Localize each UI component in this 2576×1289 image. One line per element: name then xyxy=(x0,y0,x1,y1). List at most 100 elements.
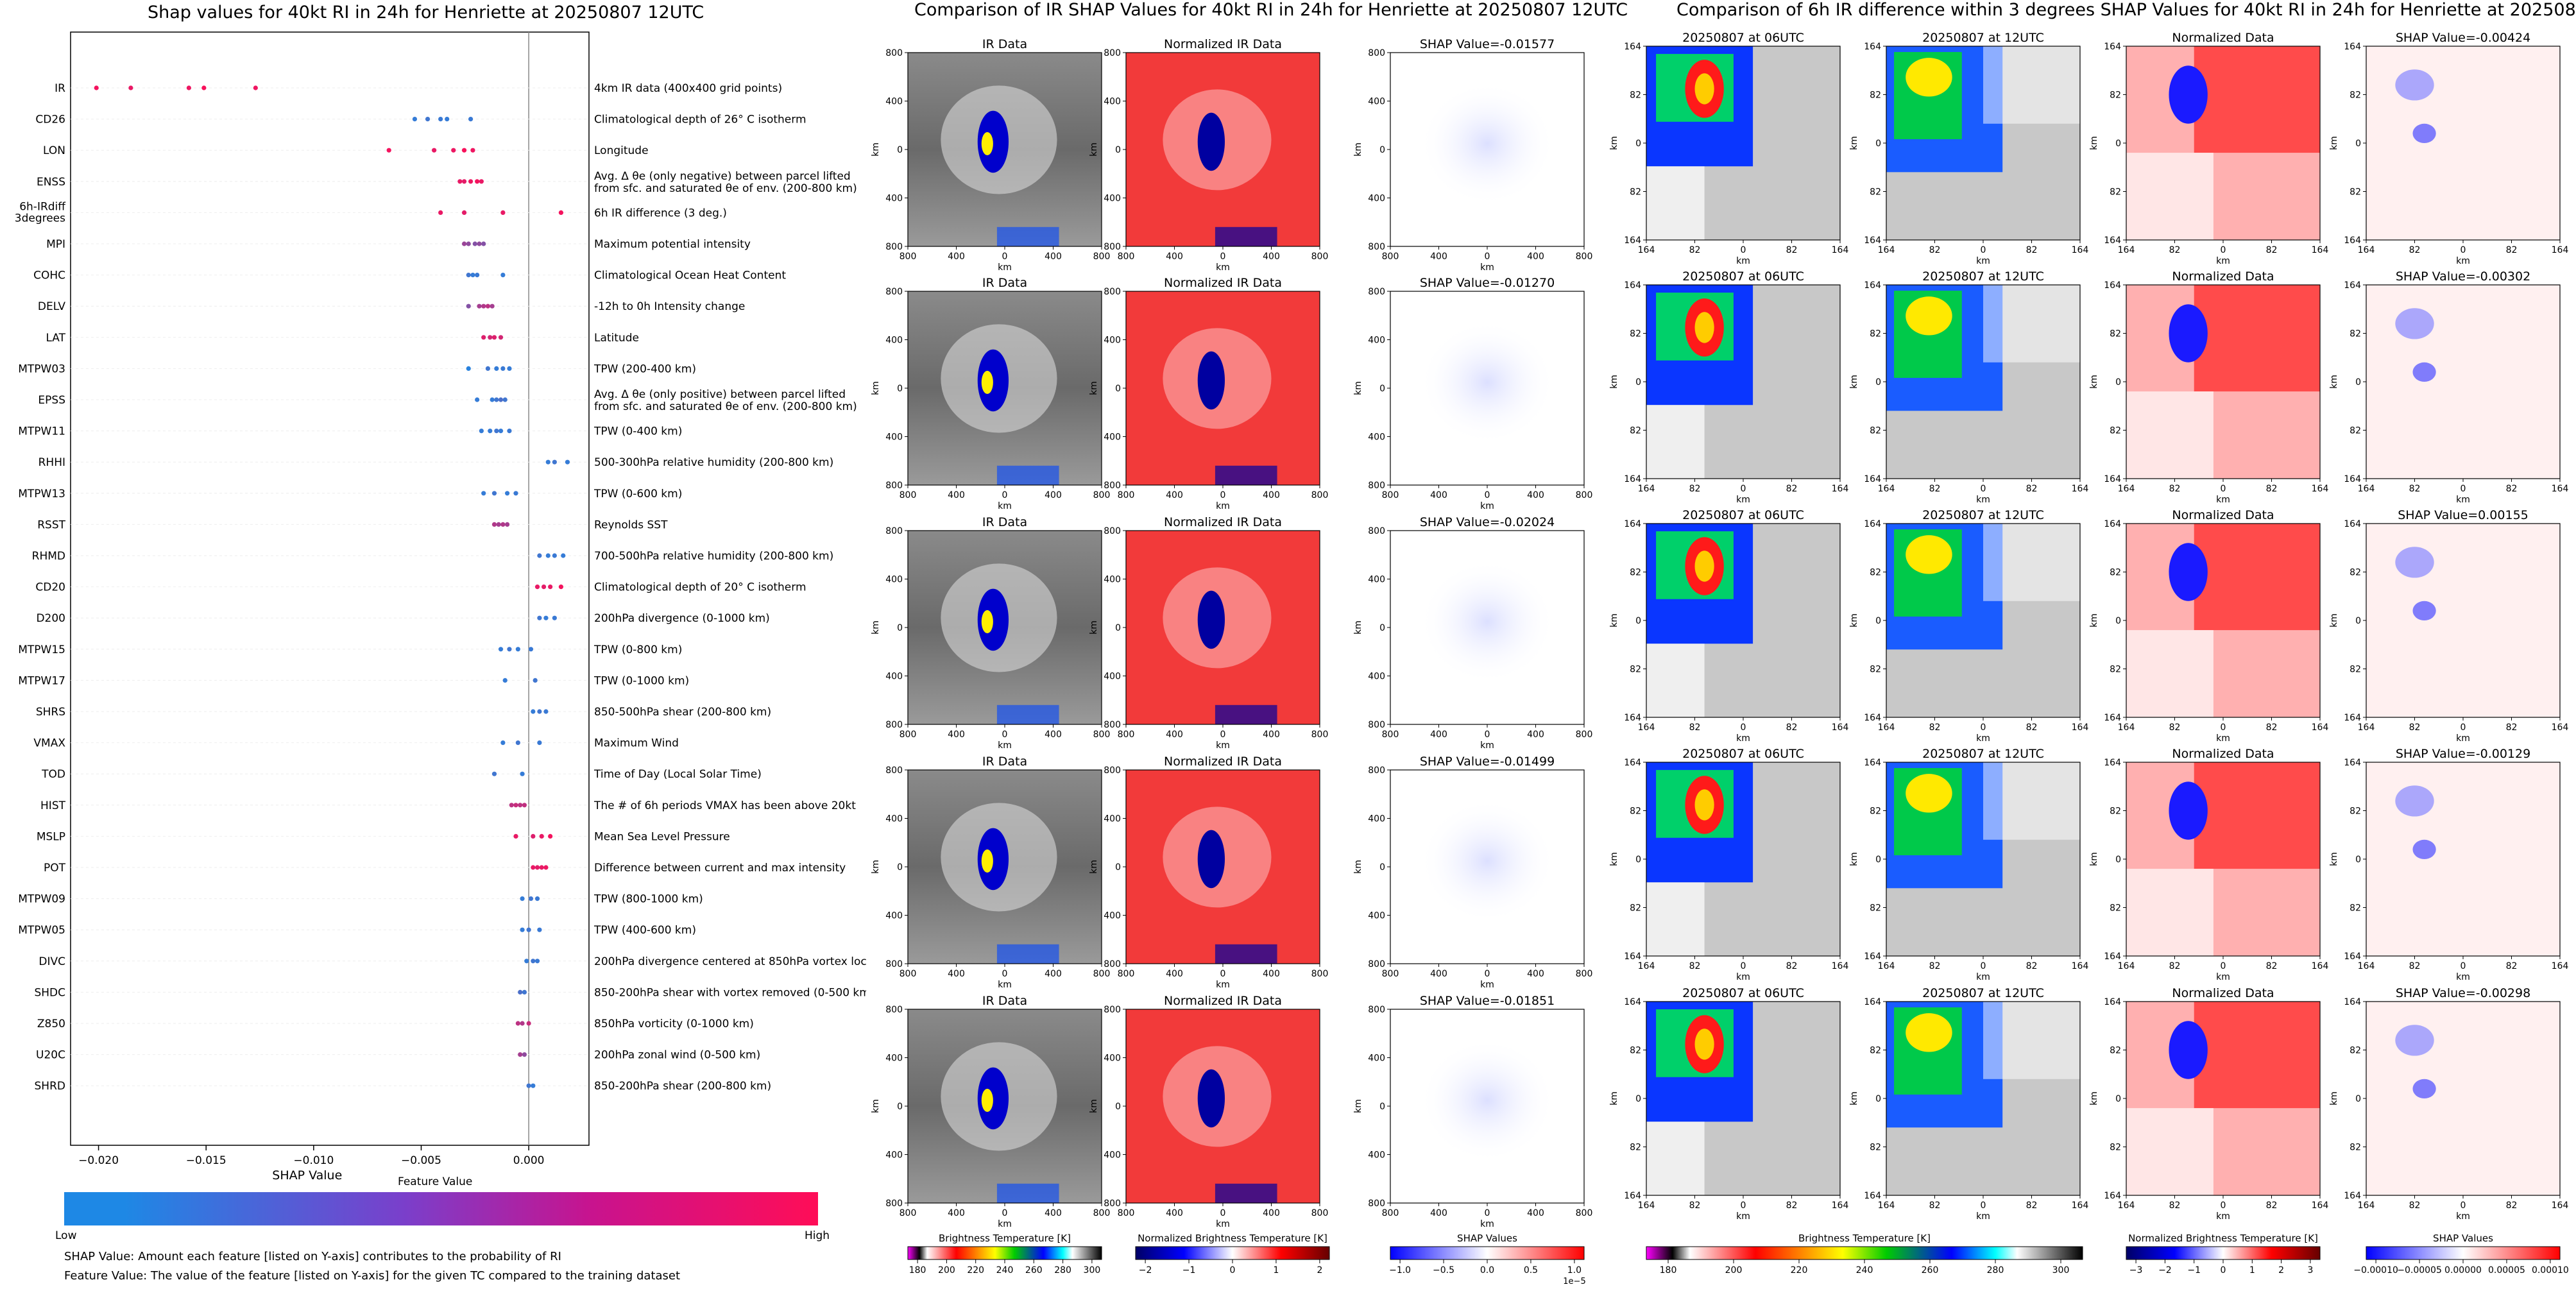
panel-x-tick-label: 800 xyxy=(900,730,917,740)
panel-x-tick-label: 82 xyxy=(2266,484,2278,494)
feature-label: IR xyxy=(55,82,65,95)
panel-y-axis-label: km xyxy=(2089,136,2099,150)
panel-x-tick-label: 400 xyxy=(948,252,965,262)
panel-x-tick-label: 0 xyxy=(2221,722,2226,733)
panel-y-axis-label: km xyxy=(2329,1091,2339,1105)
panel-title: SHAP Value=-0.01270 xyxy=(1420,276,1555,290)
panel-x-tick-label: 82 xyxy=(1929,961,1941,971)
panel-x-tick-label: 800 xyxy=(1576,1208,1593,1218)
panel-y-tick-label: 82 xyxy=(1630,665,1641,675)
shap-point xyxy=(425,117,431,122)
colorbar-tick-label: 180 xyxy=(1660,1265,1677,1276)
shap-point xyxy=(451,148,456,153)
panel-y-tick-label: 164 xyxy=(2104,42,2121,52)
shap-point xyxy=(466,303,471,309)
shap-point xyxy=(552,553,557,558)
panel-y-tick-label: 82 xyxy=(2350,1143,2361,1153)
panel-x-tick-label: 400 xyxy=(948,730,965,740)
panel-x-tick-label: 82 xyxy=(1929,1200,1941,1211)
panel-x-tick-label: 400 xyxy=(948,969,965,979)
shap-point xyxy=(531,709,536,714)
panel-x-axis-label: km xyxy=(998,1219,1012,1229)
panel-x-tick-label: 82 xyxy=(2506,961,2518,971)
panel-x-tick-label: 164 xyxy=(2312,961,2329,971)
panel-y-tick-label: 164 xyxy=(2344,519,2361,529)
panel-y-tick-label: 82 xyxy=(2110,329,2121,339)
shap-point xyxy=(558,210,564,215)
panel-x-tick-label: 400 xyxy=(1045,490,1062,500)
shap-point xyxy=(494,397,499,402)
panel-y-axis-label: km xyxy=(1849,136,1859,150)
panel-y-axis-label: km xyxy=(1089,860,1099,874)
panel-x-tick-label: 400 xyxy=(948,1208,965,1218)
diff-ir-06-clear xyxy=(1646,1122,1705,1195)
shap-point xyxy=(520,927,525,932)
panel-x-tick-label: 400 xyxy=(1045,252,1062,262)
panel-y-tick-label: 82 xyxy=(2110,903,2121,914)
panel-y-tick-label: 0 xyxy=(1379,623,1385,633)
shap-point xyxy=(496,522,501,527)
panel-x-axis-label: km xyxy=(2216,972,2230,982)
panel-y-tick-label: 400 xyxy=(1104,814,1121,824)
panel-x-tick-label: 800 xyxy=(1311,252,1329,262)
panel-x-tick-label: 164 xyxy=(1878,1200,1895,1211)
feature-description: TPW (0-600 km) xyxy=(593,488,682,500)
panel-y-tick-label: 82 xyxy=(1870,807,1881,817)
feature-label: RHMD xyxy=(32,550,65,563)
feature-label: LAT xyxy=(46,332,65,345)
panel-x-tick-label: 0 xyxy=(2221,245,2226,255)
shap-point xyxy=(509,803,514,808)
shap-point xyxy=(481,335,486,340)
panel-title: Normalized Data xyxy=(2172,508,2274,522)
panel-x-tick-label: 400 xyxy=(1166,490,1183,500)
colorbar-tick-label: −1.0 xyxy=(1389,1265,1411,1276)
summary-axes-frame xyxy=(70,31,590,1146)
panel-title: Normalized IR Data xyxy=(1164,515,1282,529)
panel-y-tick-label: 0 xyxy=(1875,377,1881,388)
panel-y-tick-label: 82 xyxy=(1630,90,1641,101)
panel-title: 20250807 at 06UTC xyxy=(1682,508,1804,522)
shap-point xyxy=(498,397,504,402)
norm-ir-core xyxy=(1197,1069,1225,1128)
feature-description: Difference between current and max inten… xyxy=(594,862,846,875)
panel-x-tick-label: 800 xyxy=(1118,1208,1135,1218)
panel-x-tick-label: 0 xyxy=(1002,252,1008,262)
panel-y-tick-label: 82 xyxy=(2110,426,2121,436)
panel-y-tick-label: 164 xyxy=(1624,42,1641,52)
shap-point xyxy=(526,1021,531,1026)
panel-x-tick-label: 0 xyxy=(1220,969,1226,979)
panel-y-tick-label: 800 xyxy=(1104,765,1121,776)
feature-description: TPW (800-1000 km) xyxy=(593,893,703,906)
panel-x-tick-label: 800 xyxy=(900,490,917,500)
panel-title: Normalized IR Data xyxy=(1164,755,1282,769)
ir-core xyxy=(977,349,1009,412)
panel-title: 20250807 at 12UTC xyxy=(1922,31,2044,45)
shap-point xyxy=(537,709,542,714)
panel-y-tick-label: 0 xyxy=(1379,862,1385,873)
shap-point xyxy=(432,148,437,153)
panel-y-tick-label: 400 xyxy=(885,1150,903,1161)
diff-norm-warm xyxy=(2194,762,2320,869)
panel-y-axis-label: km xyxy=(871,142,881,157)
panel-y-tick-label: 400 xyxy=(885,1054,903,1064)
panel-x-tick-label: 400 xyxy=(1045,1208,1062,1218)
colorbar xyxy=(1390,1246,1585,1260)
panel-x-tick-label: 800 xyxy=(1118,969,1135,979)
shap-point xyxy=(522,989,527,994)
panel-title: 20250807 at 12UTC xyxy=(1922,269,2044,284)
diff-ir-12-yellow xyxy=(1906,774,1952,813)
panel-y-tick-label: 164 xyxy=(1864,235,1881,246)
feature-description: TPW (200-400 km) xyxy=(593,363,696,375)
feature-label: MTPW13 xyxy=(18,488,65,500)
panel-y-axis-label: km xyxy=(2329,852,2339,866)
shap-point xyxy=(481,241,486,246)
panel-y-tick-label: 82 xyxy=(2110,665,2121,675)
norm-ir-band xyxy=(1215,1183,1277,1203)
panel-x-tick-label: 0 xyxy=(1981,245,1986,255)
panel-x-axis-label: km xyxy=(2456,733,2470,744)
panel-x-tick-label: 164 xyxy=(1638,961,1655,971)
panel-y-tick-label: 82 xyxy=(2350,568,2361,578)
shap-point xyxy=(565,459,570,465)
diff-shap-core xyxy=(2412,1079,2436,1098)
panel-x-axis-label: km xyxy=(2456,495,2470,505)
